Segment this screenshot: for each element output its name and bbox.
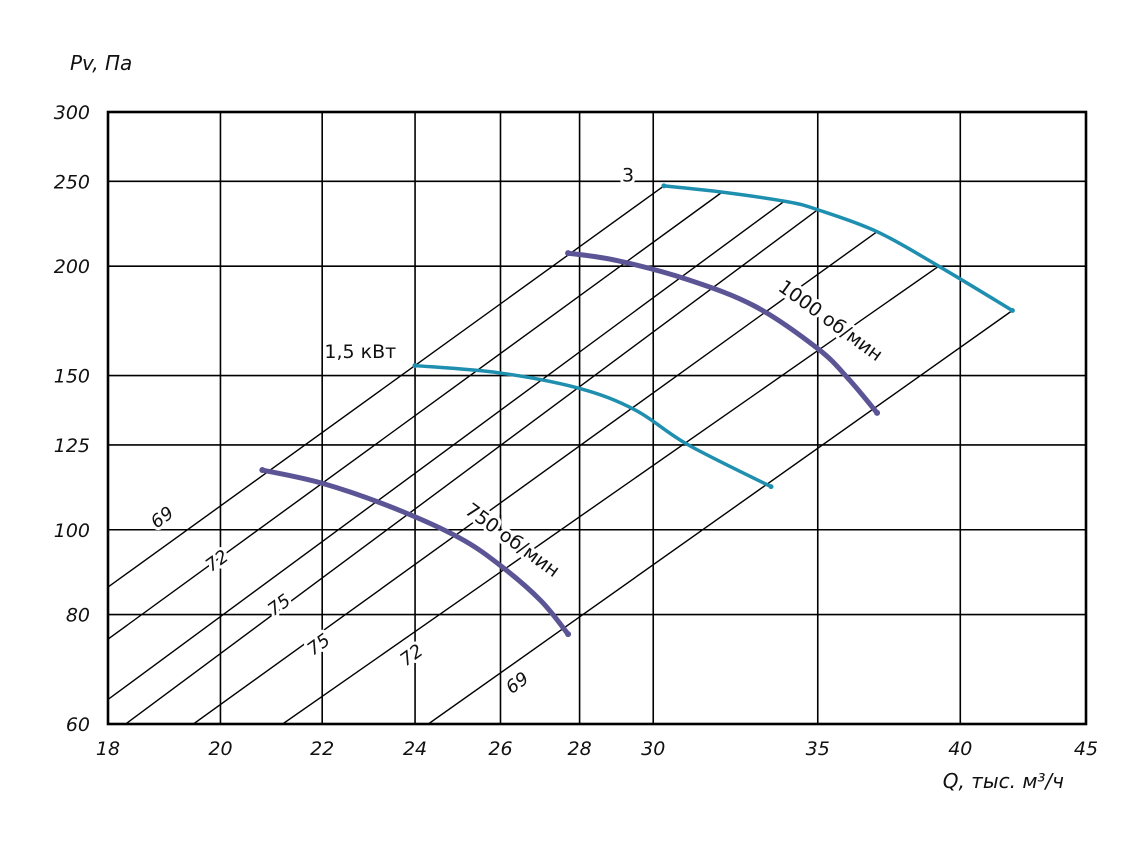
curve-endpoint [874, 409, 881, 416]
plot-frame [106, 110, 1088, 726]
x-axis-label: Q, тыс. м³/ч [943, 769, 1064, 793]
x-tick-label: 20 [208, 738, 232, 760]
x-tick-label: 24 [403, 738, 427, 760]
curves [259, 183, 1015, 638]
curve-power [662, 184, 1015, 313]
x-tick-label: 28 [567, 738, 591, 760]
x-tick-label: 26 [488, 738, 512, 760]
efficiency-label: 72 [202, 546, 233, 576]
y-tick-label: 150 [54, 366, 90, 388]
efficiency-label: 75 [264, 590, 295, 620]
curve-speed [565, 250, 880, 416]
curve-label: 1,5 кВт [324, 341, 396, 363]
curve-label: 3 [622, 164, 634, 186]
annotations: 69 72 75 75 72 69 1,5 кВт 3 750 об/мин 1000 об/ми… [144, 161, 890, 701]
curve-endpoint [259, 467, 266, 474]
efficiency-line [125, 209, 819, 724]
x-tick-label: 35 [806, 738, 830, 760]
y-tick-label: 80 [66, 605, 90, 627]
curve-endpoint [661, 183, 667, 189]
efficiency-label: 75 [304, 630, 335, 660]
efficiency-line [193, 231, 878, 724]
tick-labels: 18 20 22 24 26 28 30 35 40 45 60 80 100 125 150 200 250 3… [54, 102, 1098, 760]
x-tick-label: 22 [310, 738, 334, 760]
efficiency-label: 72 [396, 640, 427, 670]
y-tick-label: 60 [66, 714, 90, 736]
x-tick-label: 18 [96, 738, 120, 760]
y-axis-label: Pv, Па [70, 51, 132, 75]
curve-endpoint [768, 484, 774, 490]
x-tick-label: 45 [1074, 738, 1098, 760]
efficiency-line [282, 265, 940, 724]
y-tick-label: 100 [54, 520, 90, 542]
efficiency-line [108, 191, 723, 640]
curve-endpoint [565, 631, 572, 638]
curve-label: 750 об/мин [461, 499, 564, 582]
curve-speed [259, 467, 571, 637]
curve-endpoint [565, 250, 572, 257]
y-tick-label: 125 [54, 435, 90, 457]
y-tick-label: 300 [54, 102, 90, 124]
y-tick-label: 250 [54, 171, 90, 193]
curve-endpoint [1009, 307, 1015, 313]
x-tick-label: 40 [948, 738, 972, 760]
efficiency-lines [108, 185, 1013, 724]
grid [108, 112, 1086, 724]
x-tick-label: 30 [641, 738, 665, 760]
efficiency-label: 69 [147, 503, 178, 533]
curve-label: 1000 об/мин [774, 276, 887, 366]
efficiency-line [427, 309, 1013, 724]
efficiency-label: 69 [502, 668, 533, 698]
curve-endpoint [412, 363, 418, 369]
efficiency-line [108, 201, 785, 701]
y-tick-label: 200 [54, 256, 90, 278]
curve-power [413, 363, 773, 489]
